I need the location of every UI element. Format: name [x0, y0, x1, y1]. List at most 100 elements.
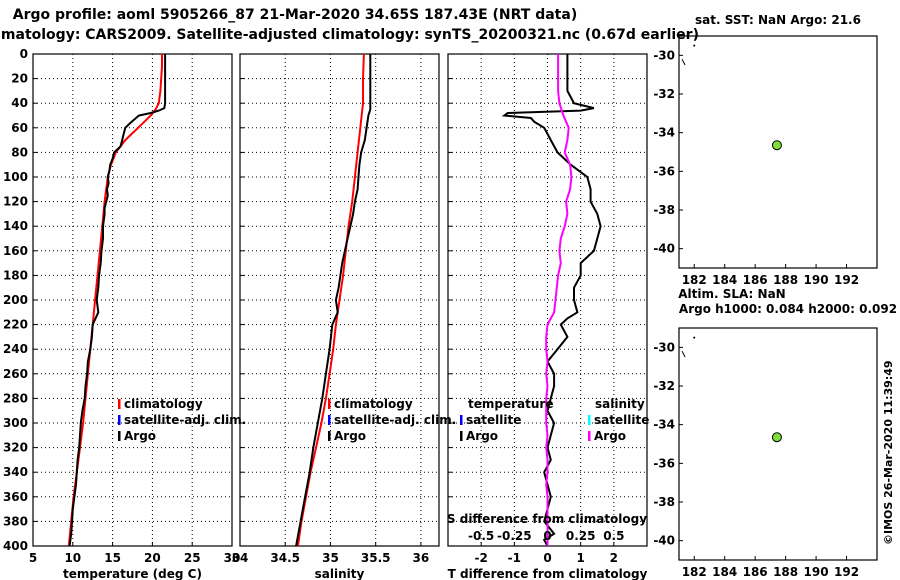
depth-tick-label: 60 — [11, 121, 28, 135]
depth-tick-label: 80 — [11, 145, 28, 159]
sst-map-ytick-label: -36 — [653, 164, 675, 178]
difference-profile-xtick-label: 0 — [543, 551, 551, 565]
imos-timestamp: ©IMOS 26-Mar-2020 11:39:49 — [882, 360, 895, 545]
sla-map-xtick-label: 188 — [773, 565, 798, 579]
temperature-profile-xtick-label: 20 — [144, 551, 161, 565]
diff-t-legend-swatch — [460, 431, 463, 441]
salinity-legend-label: climatology — [334, 397, 413, 411]
sst-map-xtick-label: 186 — [743, 273, 768, 287]
temperature-profile-series-climatology — [67, 54, 163, 547]
depth-tick-label: 380 — [3, 514, 28, 528]
temperature-legend-swatch — [118, 431, 121, 441]
salinity-legend-label: satellite-adj. clim. — [334, 413, 456, 427]
temperature-legend-swatch — [118, 415, 121, 425]
temperature-profile-series-argo — [68, 54, 167, 547]
sst-map-xtick-label: 188 — [773, 273, 798, 287]
depth-tick-label: 20 — [11, 72, 28, 86]
sla-map-xtick-label: 184 — [712, 565, 737, 579]
salinity-profile-series-argo — [295, 54, 372, 547]
diff-s-axis-title: S difference from climatology — [447, 512, 647, 526]
salinity-profile-xlabel: salinity — [315, 567, 365, 580]
depth-tick-label: 320 — [3, 441, 28, 455]
depth-tick-label: 200 — [3, 293, 28, 307]
diff-t-legend-label: satellite — [466, 413, 521, 427]
sla-map-ytick-label: -30 — [653, 340, 675, 354]
salinity-profile-xtick-label: 36 — [413, 551, 430, 565]
sst-map-xtick-label: 184 — [712, 273, 737, 287]
sst-map-ytick-label: -32 — [653, 87, 675, 101]
sla-map-frame — [678, 327, 878, 561]
depth-tick-label: 160 — [3, 244, 28, 258]
difference-profile-xlabel: T difference from climatology — [448, 567, 648, 580]
salinity-profile-xtick-label: 35.5 — [361, 551, 391, 565]
sla-map-xtick-label: 190 — [804, 565, 829, 579]
depth-tick-label: 300 — [3, 416, 28, 430]
temperature-profile-xtick-label: 25 — [184, 551, 201, 565]
depth-tick-label: 120 — [3, 195, 28, 209]
sst-map-coastline-dot — [693, 44, 696, 47]
salinity-profile-xtick-label: 34.5 — [270, 551, 300, 565]
sla-map-coastline — [681, 350, 686, 358]
salinity-profile-xtick-label: 35 — [322, 551, 339, 565]
diff-t-legend-swatch — [460, 415, 463, 425]
temperature-profile-xtick-label: 15 — [104, 551, 121, 565]
sst-map-coastline — [681, 58, 686, 66]
difference-profile-series-s-difference-argo — [545, 54, 573, 546]
sst-map-ytick-label: -30 — [653, 48, 675, 62]
difference-profile-xtick-label: 1 — [576, 551, 584, 565]
depth-tick-label: 360 — [3, 490, 28, 504]
sst-map-ytick-label: -40 — [653, 242, 675, 256]
diff-t-legend-label: Argo — [466, 429, 498, 443]
depth-tick-label: 0 — [20, 47, 28, 61]
temperature-legend-label: climatology — [124, 397, 203, 411]
sla-map-xtick-label: 186 — [743, 565, 768, 579]
difference-profile-xtick-label: 2 — [610, 551, 618, 565]
sla-map-title: Altim. SLA: NaN — [678, 287, 785, 301]
temperature-profile-xlabel: temperature (deg C) — [63, 567, 202, 580]
depth-tick-label: 280 — [3, 391, 28, 405]
sla-map-ytick-label: -38 — [653, 495, 675, 509]
depth-tick-label: 220 — [3, 318, 28, 332]
diff-legend-title-temperature: temperature — [468, 397, 553, 411]
header-line1: Argo profile: aoml 5905266_87 21-Mar-202… — [13, 7, 577, 23]
sst-map-xtick-label: 182 — [682, 273, 707, 287]
sla-map-xtick-label: 192 — [834, 565, 859, 579]
sla-map-xtick-label: 182 — [682, 565, 707, 579]
salinity-legend-swatch — [328, 399, 331, 409]
sla-map-ytick-label: -36 — [653, 456, 675, 470]
depth-tick-label: 40 — [11, 96, 28, 110]
depth-tick-label: 140 — [3, 219, 28, 233]
sst-map-ytick-label: -38 — [653, 203, 675, 217]
temperature-legend-label: satellite-adj. clim. — [124, 413, 246, 427]
temperature-legend-label: Argo — [124, 429, 156, 443]
temperature-profile-frame — [32, 53, 233, 547]
diff-s-legend-label: Argo — [594, 429, 626, 443]
diff-s-tick-label: 0.5 — [603, 529, 624, 543]
difference-profile-series-t-difference-argo — [501, 54, 602, 547]
depth-tick-label: 240 — [3, 342, 28, 356]
difference-profile-xtick-label: -1 — [508, 551, 521, 565]
sst-map-xtick-label: 192 — [834, 273, 859, 287]
sst-map-argo-location-marker — [771, 140, 782, 151]
difference-profile-xtick-label: -2 — [474, 551, 487, 565]
diff-legend-title-salinity: salinity — [595, 397, 645, 411]
sst-map-frame — [678, 35, 878, 269]
sla-map-ytick-label: -34 — [653, 418, 675, 432]
diff-s-tick-label: 0 — [543, 529, 551, 543]
depth-tick-label: 180 — [3, 268, 28, 282]
sst-map-ytick-label: -34 — [653, 126, 675, 140]
diff-s-legend-swatch — [588, 415, 591, 425]
sla-map-argo-location-marker — [771, 432, 782, 443]
diff-s-tick-label: -0.5 — [468, 529, 494, 543]
temperature-profile-xtick-label: 10 — [64, 551, 81, 565]
diff-s-legend-swatch — [588, 431, 591, 441]
depth-tick-label: 100 — [3, 170, 28, 184]
diff-s-tick-label: -0.25 — [497, 529, 532, 543]
sla-map-coastline-dot — [693, 336, 696, 339]
sst-map-title: sat. SST: NaN Argo: 21.6 — [695, 13, 861, 27]
temperature-profile-xtick-label: 30 — [224, 551, 241, 565]
temperature-legend-swatch — [118, 399, 121, 409]
temperature-profile-xtick-label: 5 — [29, 551, 37, 565]
